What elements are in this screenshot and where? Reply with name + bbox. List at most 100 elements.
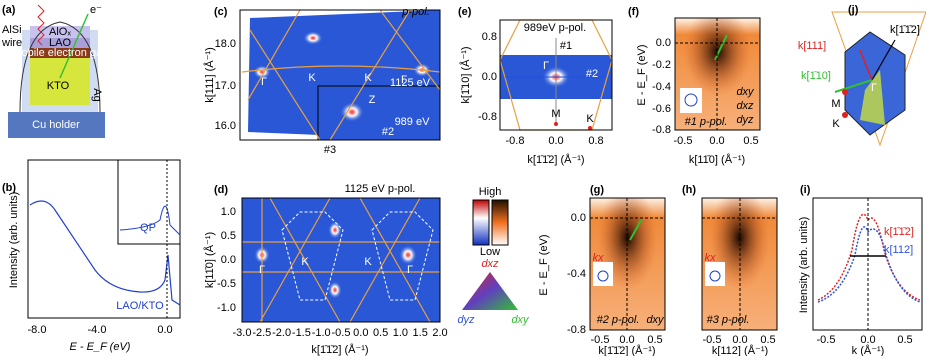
tick-label: -0.6 xyxy=(652,103,671,115)
kx-label: kx xyxy=(593,252,605,264)
lao xyxy=(30,38,90,48)
layer-label: Mobile electron gas xyxy=(12,47,108,59)
layer-label: LAO xyxy=(49,37,71,49)
tick-label: -0.5 xyxy=(817,334,836,346)
point-label: K xyxy=(364,72,372,84)
energy-label: 989 eV xyxy=(395,116,431,128)
tick-label: 0.0 xyxy=(571,212,586,224)
cu-holder xyxy=(8,112,105,138)
tick-label: -0.8 xyxy=(478,111,497,123)
tick-label: -1.0 xyxy=(312,327,331,339)
panel-e xyxy=(499,19,613,131)
tick-label: -0.4 xyxy=(652,81,671,93)
tick-label: 0.8 xyxy=(482,31,497,43)
kto xyxy=(30,58,90,105)
legend-label: k[1̄1̄2] xyxy=(884,226,914,238)
cut-label: #1 p-pol. xyxy=(685,116,728,128)
colorbar xyxy=(462,199,518,310)
tick-label: -3.0 xyxy=(233,327,252,339)
inset-label: QP xyxy=(140,222,156,234)
point-label: Γ xyxy=(871,82,877,94)
tick-label: 0.5 xyxy=(373,327,388,339)
y-axis-label: Intensity (arb. units) xyxy=(798,217,810,314)
tick-label: 1.0 xyxy=(221,206,236,218)
panel-f xyxy=(674,17,761,131)
tick-label: -0.5 xyxy=(591,334,610,346)
wire-label: wire xyxy=(1,37,22,49)
tick-label: -2.0 xyxy=(272,327,291,339)
tick-label: 0.5 xyxy=(647,334,662,346)
tick-label: -0.8 xyxy=(506,135,525,147)
curve-label: LAO/KTO xyxy=(116,300,164,312)
point-label: K xyxy=(301,256,309,268)
tick-label: 0.5 xyxy=(743,135,758,147)
tick-label: 1.5 xyxy=(413,327,428,339)
tick-label: 0.5 xyxy=(760,334,775,346)
orbital-label: dxy xyxy=(736,86,755,98)
tick-label: -2.5 xyxy=(252,327,271,339)
legend-label: k[112] xyxy=(884,244,913,256)
panel-j xyxy=(831,11,926,147)
tick-label: 1.0 xyxy=(393,327,408,339)
tick-label: 18.0 xyxy=(215,38,236,50)
tick-label: 0.8 xyxy=(588,135,603,147)
tick-label: -0.8 xyxy=(652,124,671,136)
tick-label: -8.0 xyxy=(28,324,47,336)
holder-label: Cu holder xyxy=(32,119,80,131)
point-label: Z xyxy=(369,94,376,106)
panel-label: (h) xyxy=(682,184,696,196)
tick-label: -0.5 xyxy=(674,135,693,147)
panel-c xyxy=(239,9,441,141)
cut-label: #3 xyxy=(324,144,336,156)
orbital-label: dxz xyxy=(736,100,754,112)
photoelectron xyxy=(59,13,89,79)
tick-label: 2.0 xyxy=(432,327,447,339)
orbital-label: dxz xyxy=(481,258,499,270)
electron-label: e⁻ xyxy=(90,4,102,16)
panel-d xyxy=(241,197,441,323)
panel-label: (f) xyxy=(628,6,639,18)
y-axis-label: E - E_F (eV) xyxy=(538,234,550,295)
panel-label: (c) xyxy=(214,6,228,18)
tick-label: -4.0 xyxy=(88,324,107,336)
pol-label: p-pol. xyxy=(401,6,430,18)
point-label: M xyxy=(551,108,560,120)
panel-title: 1125 eV p-pol. xyxy=(345,183,416,195)
tick-label: 0.0 xyxy=(548,135,563,147)
point-label: Γ xyxy=(259,264,265,276)
axis-label: k[1̄10] xyxy=(801,70,831,82)
panel-label: (j) xyxy=(848,4,859,16)
y-axis-label: Intensity (arb. units) xyxy=(8,192,20,289)
x-axis-label: k[11̄0] (Å⁻¹) xyxy=(689,153,745,166)
tick-label: 0.0 xyxy=(157,324,172,336)
tick-label: 0.0 xyxy=(860,334,875,346)
tick-label: -1.0 xyxy=(217,302,236,314)
colorbar-label: High xyxy=(479,186,502,198)
tick-label: 0.0 xyxy=(482,71,497,83)
wire xyxy=(19,21,101,113)
tick-label: -0.5 xyxy=(332,327,351,339)
panel-g xyxy=(589,197,666,331)
cut-label: #2 xyxy=(382,126,394,138)
tick-label: 0.0 xyxy=(619,334,634,346)
y-axis-label: k[1̄10] (Å⁻¹) xyxy=(459,46,472,103)
panel-label: (a) xyxy=(2,4,16,16)
kx-label: kx xyxy=(705,252,717,264)
panel-label: (i) xyxy=(800,184,811,196)
panel-b xyxy=(27,159,181,319)
tick-label: 0.0 xyxy=(709,135,724,147)
tick-label: -1.5 xyxy=(292,327,311,339)
energy-label: 1125 eV xyxy=(390,77,431,89)
point-label: K xyxy=(364,256,372,268)
tick-label: 0.0 xyxy=(732,334,747,346)
ag-label: Ag xyxy=(91,88,103,101)
axis-label: k[111] xyxy=(798,40,826,52)
panel-a xyxy=(8,4,105,138)
orbital-label: dxy xyxy=(646,314,665,326)
tick-label: 0.5 xyxy=(897,334,912,346)
cut-label: #2 xyxy=(586,68,598,80)
x-axis-label: k[1̄1̄2] (Å⁻¹) xyxy=(527,153,584,166)
orbital-label: dxy xyxy=(511,314,530,326)
panel-label: (d) xyxy=(214,184,228,196)
